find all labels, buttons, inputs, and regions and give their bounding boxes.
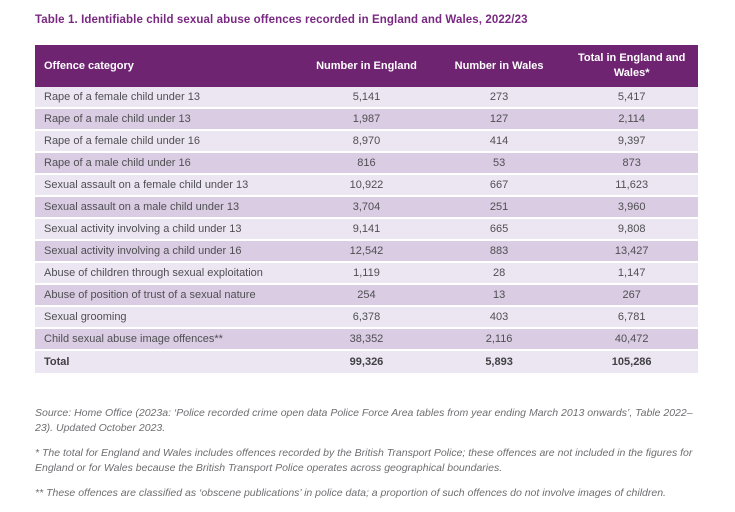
source-note: Source: Home Office (2023a: ‘Police reco… bbox=[35, 407, 693, 434]
footnote-asterisk: * The total for England and Wales includ… bbox=[35, 447, 693, 474]
wales-cell: 273 bbox=[489, 91, 509, 103]
wales-cell: 667 bbox=[489, 179, 509, 191]
england-cell: 816 bbox=[357, 157, 376, 169]
table-row: Child sexual abuse image offences** 38,3… bbox=[35, 329, 698, 351]
footnotes: Source: Home Office (2023a: ‘Police reco… bbox=[35, 406, 707, 512]
table-row: Sexual activity involving a child under … bbox=[35, 241, 698, 263]
table-row: Sexual activity involving a child under … bbox=[35, 219, 698, 241]
wales-cell: 127 bbox=[489, 113, 509, 125]
england-cell: 10,922 bbox=[349, 179, 384, 191]
footnote-double-asterisk: ** These offences are classified as ‘obs… bbox=[35, 487, 666, 499]
wales-cell: 2,116 bbox=[485, 333, 513, 345]
wales-cell: 28 bbox=[492, 267, 506, 279]
table-row: Rape of a male child under 16 816 53 873 bbox=[35, 153, 698, 175]
wales-cell: 403 bbox=[489, 311, 509, 323]
wales-cell: 883 bbox=[489, 245, 509, 257]
total-wales-cell: 5,893 bbox=[485, 356, 513, 368]
total-cell: 2,114 bbox=[618, 113, 646, 125]
england-cell: 5,141 bbox=[352, 91, 381, 103]
wales-cell: 665 bbox=[489, 223, 509, 235]
offence-category-cell: Sexual assault on a male child under 13 bbox=[44, 201, 240, 213]
table-row: Abuse of children through sexual exploit… bbox=[35, 263, 698, 285]
wales-cell: 414 bbox=[489, 135, 509, 147]
total-cell: 1,147 bbox=[617, 267, 646, 279]
total-cell: 267 bbox=[622, 289, 641, 301]
total-cell: 5,417 bbox=[617, 91, 646, 103]
england-cell: 8,970 bbox=[352, 135, 381, 147]
header-number-in-england: Number in England bbox=[316, 59, 417, 72]
england-cell: 1,987 bbox=[352, 113, 381, 125]
table-row: Sexual assault on a male child under 13 … bbox=[35, 197, 698, 219]
england-cell: 254 bbox=[357, 289, 376, 301]
table-row: Abuse of position of trust of a sexual n… bbox=[35, 285, 698, 307]
offences-table: Offence category Number in England Numbe… bbox=[35, 45, 698, 373]
offence-category-cell: Abuse of position of trust of a sexual n… bbox=[44, 289, 256, 301]
offence-category-cell: Child sexual abuse image offences** bbox=[44, 333, 223, 345]
table-row: Rape of a female child under 13 5,141 27… bbox=[35, 87, 698, 109]
total-england-cell: 99,326 bbox=[349, 356, 384, 368]
england-cell: 12,542 bbox=[349, 245, 384, 257]
table-header-row: Offence category Number in England Numbe… bbox=[35, 45, 698, 87]
england-cell: 9,141 bbox=[352, 223, 381, 235]
england-cell: 3,704 bbox=[352, 201, 381, 213]
total-cell: 3,960 bbox=[617, 201, 646, 213]
total-cell: 6,781 bbox=[617, 311, 646, 323]
offence-category-cell: Abuse of children through sexual exploit… bbox=[44, 267, 263, 279]
england-cell: 6,378 bbox=[352, 311, 381, 323]
total-cell: 11,623 bbox=[615, 179, 649, 191]
table-row: Sexual grooming 6,378 403 6,781 bbox=[35, 307, 698, 329]
table-row: Rape of a male child under 13 1,987 127 … bbox=[35, 109, 698, 131]
offence-category-cell: Sexual grooming bbox=[44, 311, 127, 323]
offence-category-cell: Rape of a female child under 16 bbox=[44, 135, 200, 147]
header-number-in-wales: Number in Wales bbox=[454, 59, 544, 72]
england-cell: 1,119 bbox=[353, 267, 380, 279]
total-cell: 873 bbox=[622, 157, 641, 169]
total-cell: 13,427 bbox=[614, 245, 649, 257]
total-label-cell: Total bbox=[44, 356, 70, 368]
offence-category-cell: Rape of a female child under 13 bbox=[44, 91, 200, 103]
table-row: Sexual assault on a female child under 1… bbox=[35, 175, 698, 197]
wales-cell: 13 bbox=[492, 289, 506, 301]
offence-category-cell: Sexual activity involving a child under … bbox=[44, 245, 242, 257]
offence-category-cell: Rape of a male child under 13 bbox=[44, 113, 191, 125]
wales-cell: 53 bbox=[492, 157, 506, 169]
offence-category-cell: Sexual assault on a female child under 1… bbox=[44, 179, 249, 191]
table-total-row: Total 99,326 5,893 105,286 bbox=[35, 351, 698, 373]
table-row: Rape of a female child under 16 8,970 41… bbox=[35, 131, 698, 153]
offence-category-cell: Rape of a male child under 16 bbox=[44, 157, 191, 169]
total-cell: 9,808 bbox=[617, 223, 646, 235]
header-offence-category: Offence category bbox=[44, 60, 134, 72]
wales-cell: 251 bbox=[489, 201, 509, 213]
total-cell: 9,397 bbox=[617, 135, 646, 147]
total-cell: 40,472 bbox=[614, 333, 649, 345]
total-overall-cell: 105,286 bbox=[611, 356, 652, 368]
england-cell: 38,352 bbox=[349, 333, 384, 345]
offence-category-cell: Sexual activity involving a child under … bbox=[44, 223, 242, 235]
table-title: Table 1. Identifiable child sexual abuse… bbox=[35, 14, 528, 26]
header-total-england-wales: Total in England and Wales* bbox=[577, 52, 686, 79]
